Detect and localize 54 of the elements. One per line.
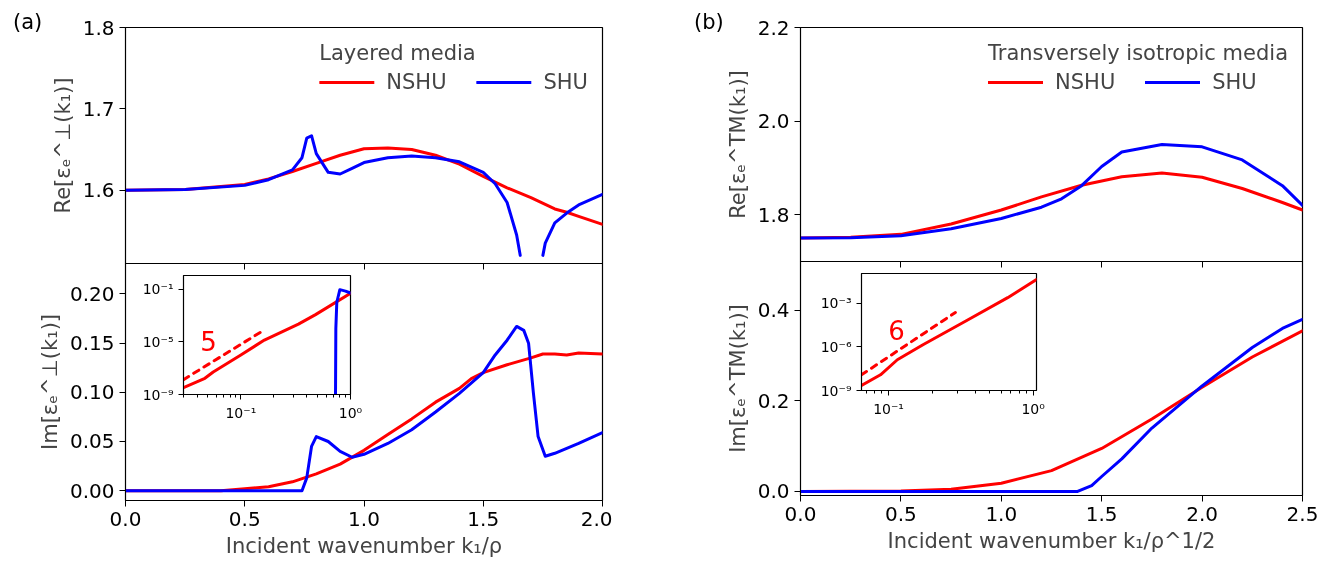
y-tick-label: 0.20 (69, 281, 115, 306)
y-tick-label: 0.4 (757, 298, 790, 323)
x-tick-label: 10⁻¹ (225, 404, 257, 421)
legend-label: SHU (543, 70, 588, 94)
x-tick-label: 10⁰ (338, 404, 363, 421)
y-axis-title: Re[εₑ^⊥(k₁)] (50, 77, 75, 214)
annotation: 5 (200, 326, 217, 357)
y-tick-label: 1.6 (82, 178, 115, 203)
annotation: 6 (888, 315, 905, 346)
y-tick-label: 10⁻⁵ (142, 333, 174, 350)
x-tick-label: 0.5 (228, 506, 261, 531)
y-tick-label: 10⁻⁹ (820, 382, 852, 399)
y-tick-label: 0.2 (757, 388, 790, 413)
legend-title: Transversely isotropic media (988, 41, 1288, 65)
x-tick-label: 10⁰ (1021, 400, 1046, 417)
y-tick-label: 10⁻⁹ (142, 386, 174, 403)
y-tick-label: 2.2 (757, 15, 790, 40)
line-series (800, 143, 1303, 240)
x-tick-label: 0.5 (885, 501, 917, 526)
x-axis-title: Incident wavenumber k₁/ρ^1/2 (887, 528, 1216, 553)
line-series (125, 324, 603, 493)
line-series (334, 288, 351, 395)
y-tick-label: 0.05 (69, 429, 115, 454)
y-tick-label: 10⁻⁶ (820, 338, 852, 355)
text: (b) (694, 9, 724, 36)
x-tick-label: 1.0 (348, 506, 380, 531)
x-tick-label: 10⁻¹ (873, 400, 904, 417)
y-axis-title: Im[εₑ^⊥(k₁)] (37, 314, 62, 450)
y-axis-title: Re[εₑ^TM(k₁)] (725, 70, 750, 219)
y-tick-label: 1.8 (82, 15, 115, 40)
x-tick-label: 2.5 (1286, 501, 1319, 526)
x-tick-label: 1.5 (1085, 501, 1118, 526)
x-axis-title: Incident wavenumber k₁/ρ (225, 533, 503, 558)
x-tick-label: 2.0 (580, 506, 613, 531)
y-tick-label: 2.0 (757, 109, 790, 134)
y-tick-label: 1.7 (82, 96, 115, 121)
y-tick-label: 0.00 (69, 478, 115, 503)
y-tick-label: 1.8 (757, 202, 790, 227)
legend-title: Layered media (319, 41, 477, 65)
y-axis-title: Im[εₑ^TM(k₁)] (725, 304, 750, 453)
y-tick-label: 10⁻¹ (142, 281, 174, 298)
x-tick-label: 1.0 (985, 501, 1018, 526)
legend-label: NSHU (386, 70, 447, 94)
y-tick-label: 0.15 (69, 331, 115, 356)
x-tick-label: 2.0 (1186, 501, 1219, 526)
x-tick-label: 0.0 (109, 506, 142, 531)
y-tick-label: 10⁻³ (820, 295, 852, 312)
text: (a) (13, 9, 43, 36)
y-tick-label: 0.0 (757, 479, 790, 504)
legend-label: SHU (1212, 70, 1257, 94)
y-tick-label: 0.10 (69, 380, 115, 405)
x-tick-label: 1.5 (467, 506, 500, 531)
x-tick-label: 0.0 (784, 501, 817, 526)
legend-label: NSHU (1055, 70, 1116, 94)
